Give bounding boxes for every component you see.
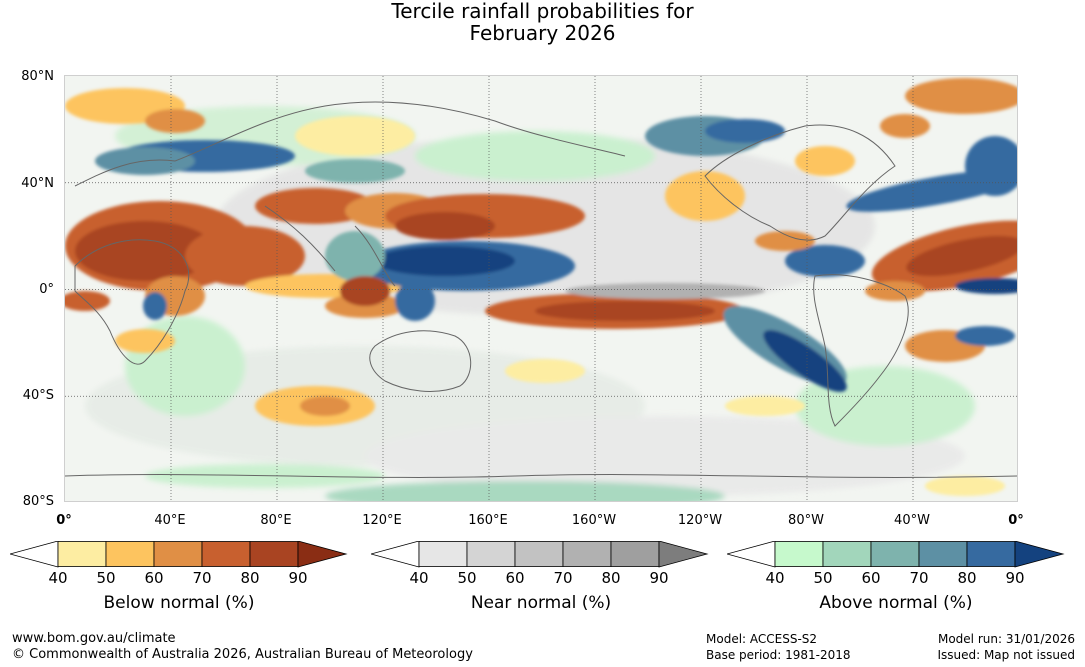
colorbar-segment: [870, 541, 920, 567]
colorbar-extend-low: [727, 541, 776, 568]
lon-label-160w: 160°W: [571, 513, 617, 528]
colorbar-extend-high: [1014, 541, 1065, 568]
legend-tick-label: 40: [765, 569, 785, 587]
lat-label-80s: 80°S: [22, 494, 54, 509]
colorbar-segment: [918, 541, 968, 567]
colorbar-extend-low: [10, 541, 59, 568]
colorbar-segment: [966, 541, 1016, 567]
lon-label-40e: 40°E: [154, 513, 186, 528]
colorbar-extend-high: [297, 541, 348, 568]
lat-label-40n: 40°N: [21, 176, 54, 191]
legend-above-normal-colorbar: [727, 541, 1065, 568]
lon-label-80w: 80°W: [788, 513, 824, 528]
colorbar-segment: [418, 541, 468, 567]
legend-tick-label: 60: [505, 569, 525, 587]
legend-tick-label: 50: [813, 569, 833, 587]
footer-model-run: Model run: 31/01/2026: [937, 632, 1075, 646]
lat-label-eq: 0°: [39, 282, 54, 297]
lon-label-120w: 120°W: [677, 513, 723, 528]
legend-tick-label: 80: [601, 569, 621, 587]
lon-label-120e: 120°E: [362, 513, 402, 528]
legend-above-normal-title: Above normal (%): [819, 593, 973, 613]
lat-label-40s: 40°S: [22, 388, 54, 403]
footer-base-period: Base period: 1981-2018: [706, 648, 851, 662]
colorbar-segment: [201, 541, 251, 567]
legend-tick-label: 70: [192, 569, 212, 587]
legend-tick-label: 50: [457, 569, 477, 587]
colorbar-segment: [105, 541, 155, 567]
colorbar-segment: [774, 541, 824, 567]
legend-tick-label: 90: [649, 569, 669, 587]
legend-tick-label: 90: [288, 569, 308, 587]
lon-label-80e: 80°E: [260, 513, 292, 528]
footer-issued: Issued: Map not issued: [937, 648, 1075, 662]
colorbar-segment: [153, 541, 203, 567]
footer-model: Model: ACCESS-S2: [706, 632, 818, 646]
legend-tick-label: 40: [409, 569, 429, 587]
legend-below-normal-title: Below normal (%): [103, 593, 255, 613]
legend-near-normal-title: Near normal (%): [470, 593, 612, 613]
legend-tick-label: 40: [48, 569, 68, 587]
map-svg: [65, 76, 1017, 501]
colorbar-segment: [562, 541, 612, 567]
legend-tick-label: 60: [861, 569, 881, 587]
colorbar-segment: [249, 541, 299, 567]
colorbar-segment: [57, 541, 107, 567]
chart-title-line2: February 2026: [469, 21, 616, 45]
colorbar-extend-high: [658, 541, 709, 568]
rainfall-probability-map: [64, 75, 1018, 502]
lon-label-0-left: 0°: [56, 513, 72, 528]
footer-site-link[interactable]: www.bom.gov.au/climate: [12, 631, 176, 646]
lat-label-80n: 80°N: [21, 69, 54, 84]
colorbar-segment: [610, 541, 660, 567]
lon-label-160e: 160°E: [468, 513, 508, 528]
coastlines: [65, 101, 1017, 478]
legend-tick-label: 60: [144, 569, 164, 587]
colorbar-segment: [466, 541, 516, 567]
legend-tick-label: 80: [240, 569, 260, 587]
legend-tick-label: 70: [553, 569, 573, 587]
lon-label-0-right: 0°: [1008, 513, 1024, 528]
legend-tick-label: 50: [96, 569, 116, 587]
colorbar-segment: [514, 541, 564, 567]
legend-tick-label: 90: [1005, 569, 1025, 587]
legend-tick-label: 80: [957, 569, 977, 587]
lon-label-40w: 40°W: [894, 513, 930, 528]
legend-below-normal-colorbar: [10, 541, 348, 568]
colorbar-segment: [822, 541, 872, 567]
colorbar-extend-low: [371, 541, 420, 568]
legend-near-normal-colorbar: [371, 541, 709, 568]
footer-copyright: © Commonwealth of Australia 2026, Austra…: [12, 647, 473, 662]
legend-tick-label: 70: [909, 569, 929, 587]
chart-title-line1: Tercile rainfall probabilities for: [391, 0, 694, 23]
